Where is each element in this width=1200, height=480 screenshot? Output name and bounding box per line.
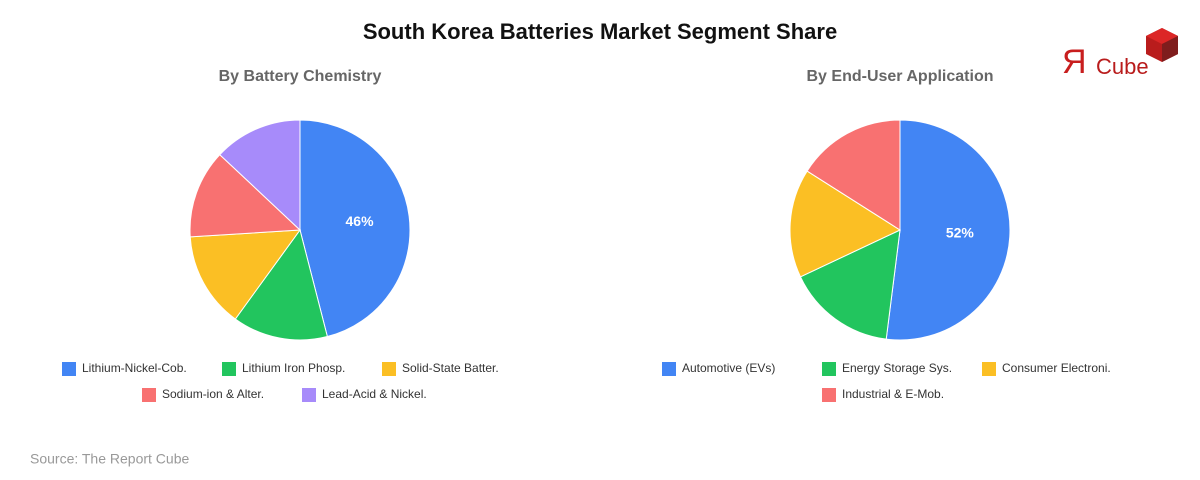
legend-swatch xyxy=(302,388,316,402)
legend-label: Lithium Iron Phosp. xyxy=(242,361,345,375)
pie-slice xyxy=(789,170,902,278)
pie-slice xyxy=(885,119,1011,341)
legend-label: Consumer Electroni. xyxy=(1002,361,1111,375)
chart-subtitle: By Battery Chemistry xyxy=(219,68,382,85)
legend-swatch xyxy=(222,362,236,376)
legend-label: Sodium-ion & Alter. xyxy=(162,387,264,401)
page-title: South Korea Batteries Market Segment Sha… xyxy=(363,19,837,44)
legend-label: Industrial & E-Mob. xyxy=(842,387,944,401)
pie-slice xyxy=(189,229,302,320)
legend-label: Lead-Acid & Nickel. xyxy=(322,387,427,401)
legend-label: Solid-State Batter. xyxy=(402,361,499,375)
pie-slice xyxy=(806,119,901,231)
legend-swatch xyxy=(62,362,76,376)
pie-slice xyxy=(219,119,301,232)
legend-swatch xyxy=(142,388,156,402)
legend-label: Energy Storage Sys. xyxy=(842,361,952,375)
legend-swatch xyxy=(382,362,396,376)
logo-mark: Я xyxy=(1062,43,1087,81)
legend-swatch xyxy=(982,362,996,376)
logo-cube-side xyxy=(1162,36,1178,62)
value-label: 46% xyxy=(346,213,375,229)
legend-label: Automotive (EVs) xyxy=(682,361,775,375)
pie-slice xyxy=(189,153,302,238)
value-label: 52% xyxy=(946,224,975,240)
legend-label: Lithium-Nickel-Cob. xyxy=(82,361,187,375)
source: Source: The Report Cube xyxy=(30,451,189,467)
legend-swatch xyxy=(662,362,676,376)
chart-subtitle: By End-User Application xyxy=(807,68,994,85)
pie-slice xyxy=(234,228,328,341)
legend-swatch xyxy=(822,362,836,376)
logo-text: Cube xyxy=(1096,54,1149,79)
legend-swatch xyxy=(822,388,836,402)
logo: Я Cube xyxy=(1062,28,1178,81)
pie-slice xyxy=(299,119,411,338)
pie-slice xyxy=(799,229,901,340)
